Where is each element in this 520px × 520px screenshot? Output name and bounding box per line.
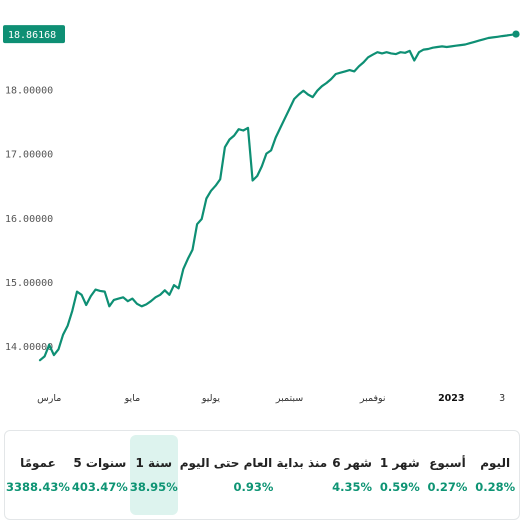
price-line xyxy=(38,32,518,362)
x-tick-label: مارس xyxy=(37,393,61,404)
x-tick-label: 2023 xyxy=(438,393,464,404)
period-label: اليوم xyxy=(480,456,511,470)
period-label: 5 سنوات xyxy=(73,456,127,470)
last-value-tag-bg xyxy=(3,25,65,44)
period-tab[interactable]: عمومًا 3388.43% xyxy=(6,435,70,515)
period-label: 1 سنة xyxy=(135,456,173,470)
y-axis: 14.00000 15.00000 16.00000 17.00000 18.00000 xyxy=(5,85,53,353)
period-tab[interactable]: 1 سنة 38.95% xyxy=(129,435,178,515)
y-tick-label: 14.00000 xyxy=(5,342,53,353)
x-tick-label: 3 xyxy=(499,393,505,404)
period-change: 0.28% xyxy=(475,480,516,494)
x-axis: مارس مايو يوليو سبتمبر نوفمبر 2023 3 xyxy=(37,393,505,404)
price-chart: 14.00000 15.00000 16.00000 17.00000 18.00000… xyxy=(3,25,520,404)
y-tick-label: 17.00000 xyxy=(5,150,53,161)
period-tab[interactable]: منذ بداية العام حتى اليوم 0.93% xyxy=(180,435,328,515)
period-tab[interactable]: 5 سنوات 403.47% xyxy=(72,435,128,515)
x-tick-label: سبتمبر xyxy=(275,393,303,404)
period-change: 3388.43% xyxy=(6,480,70,494)
period-label: منذ بداية العام حتى اليوم xyxy=(179,456,328,470)
x-tick-label: يوليو xyxy=(201,393,221,404)
y-tick-label: 18.00000 xyxy=(5,85,53,96)
last-value-marker xyxy=(512,30,520,38)
period-change: 403.47% xyxy=(71,480,128,494)
period-change: 0.27% xyxy=(427,480,468,494)
period-tab[interactable]: 1 شهر 0.59% xyxy=(377,435,423,515)
period-tab[interactable]: 6 شهر 4.35% xyxy=(329,435,375,515)
y-tick-label: 15.00000 xyxy=(5,278,53,289)
last-point xyxy=(512,30,520,38)
period-change: 38.95% xyxy=(129,480,178,494)
last-value-tag: 18.86168 xyxy=(3,25,65,44)
period-label: 6 شهر xyxy=(332,456,372,470)
y-tick-label: 16.00000 xyxy=(5,214,53,225)
period-change: 4.35% xyxy=(332,480,373,494)
period-label: 1 شهر xyxy=(379,456,420,470)
last-value-label: 18.86168 xyxy=(8,30,56,41)
x-tick-label: نوفمبر xyxy=(359,393,386,404)
period-change: 0.59% xyxy=(379,480,420,494)
performance-periods: اليوم 0.28% أسبوع 0.27% 1 شهر 0.59% 6 شهر 4.35%… xyxy=(4,430,520,520)
period-change: 0.93% xyxy=(233,480,274,494)
period-label: عمومًا xyxy=(20,456,56,470)
x-tick-label: مايو xyxy=(124,393,141,404)
period-label: أسبوع xyxy=(429,456,466,470)
period-tab[interactable]: أسبوع 0.27% xyxy=(425,435,471,515)
period-tab[interactable]: اليوم 0.28% xyxy=(472,435,518,515)
